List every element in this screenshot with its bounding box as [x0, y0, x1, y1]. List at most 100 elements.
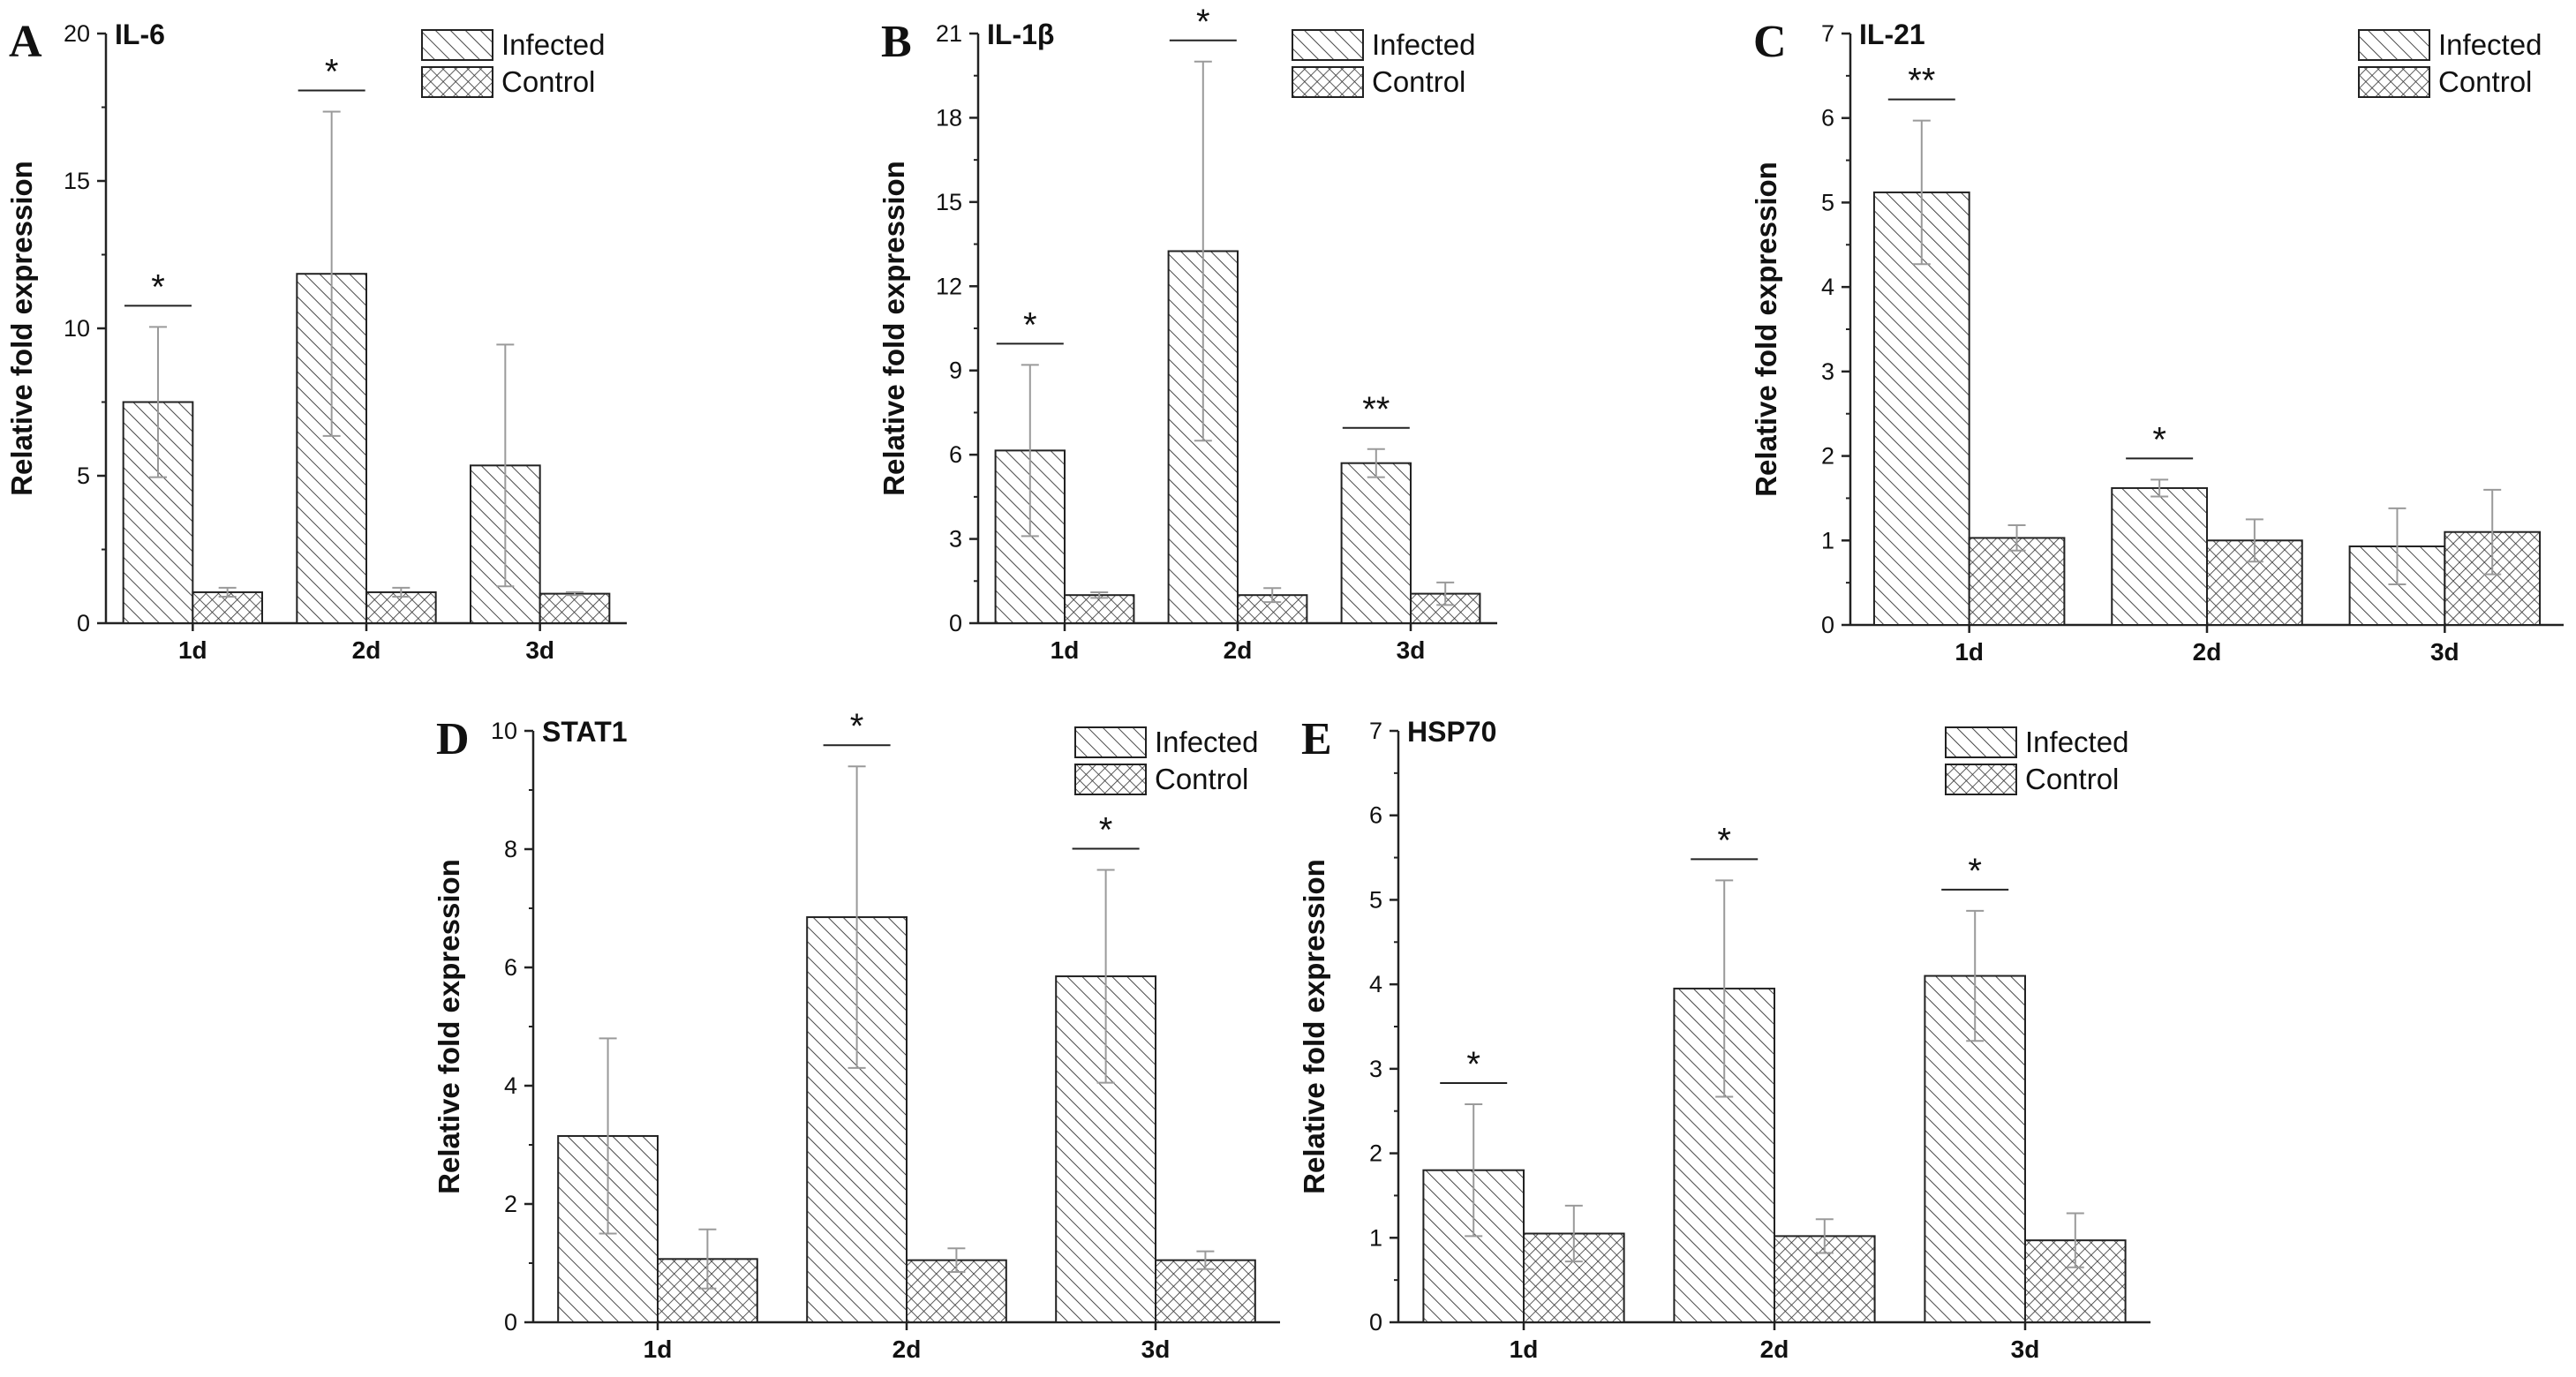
- y-axis-title: Relative fold expression: [1298, 859, 1330, 1194]
- y-tick-label: 0: [77, 610, 90, 636]
- bar-infected: [1340, 462, 1412, 625]
- y-tick-label: 5: [1821, 189, 1834, 215]
- panel-a: 0 5 10 15 20 Relative fold expression A IL-6 1d 2…: [5, 17, 627, 664]
- y-tick-label: 6: [1369, 802, 1382, 829]
- panel-letter: B: [881, 17, 912, 67]
- x-tick-label: 1d: [1510, 1336, 1539, 1363]
- panel-letter: E: [1301, 714, 1332, 764]
- significance-marker: *: [151, 267, 165, 306]
- significance-marker: **: [1908, 62, 1935, 101]
- legend-swatch-control: [421, 66, 493, 98]
- y-tick-label: 3: [1369, 1056, 1382, 1082]
- x-tick-label: 3d: [1141, 1336, 1171, 1363]
- y-tick-label: 6: [1821, 105, 1834, 132]
- y-tick-label: 2: [504, 1191, 517, 1217]
- y-tick-label: 0: [1821, 612, 1834, 638]
- y-axis-title: Relative fold expression: [5, 161, 38, 496]
- panel-c: 0 1 2 3 4 5 6 7 Relative fold expression C IL-21 1d…: [1750, 17, 2564, 666]
- panel-letter: C: [1753, 17, 1787, 67]
- y-tick-label: 8: [504, 836, 517, 862]
- legend-label: Control: [1372, 65, 1465, 98]
- bar-control: [1064, 594, 1135, 625]
- panel-title: STAT1: [542, 716, 628, 748]
- significance-marker: *: [1099, 810, 1113, 849]
- panel-letter: A: [9, 17, 42, 67]
- y-tick-label: 10: [491, 718, 517, 744]
- y-tick-label: 3: [1821, 358, 1834, 385]
- legend-label: Infected: [2025, 726, 2128, 758]
- x-tick-label: 2d: [1224, 636, 1253, 664]
- panel-d: 0 2 4 6 8 10 Relative fold expression D STAT1 1d 2…: [433, 707, 1280, 1363]
- y-tick-label: 7: [1821, 20, 1834, 47]
- x-tick-label: 2d: [1760, 1336, 1789, 1363]
- legend-label: Infected: [1372, 28, 1475, 61]
- x-tick-label: 1d: [1955, 638, 1984, 666]
- y-tick-label: 0: [504, 1309, 517, 1336]
- y-tick-label: 4: [1821, 274, 1834, 300]
- legend-swatch-infected: [1292, 29, 1364, 61]
- panel-letter: D: [436, 714, 470, 764]
- y-tick-label: 1: [1821, 527, 1834, 553]
- bar-control: [657, 1258, 758, 1324]
- legend-label: Control: [2025, 763, 2119, 795]
- panel-title: IL-6: [115, 19, 165, 50]
- y-tick-label: 10: [64, 315, 90, 342]
- y-tick-label: 20: [64, 20, 90, 47]
- legend-label: Control: [501, 65, 595, 98]
- y-tick-label: 6: [504, 954, 517, 981]
- legend-swatch-infected: [1945, 726, 2017, 758]
- significance-marker: *: [325, 53, 339, 92]
- legend-label: Infected: [1155, 726, 1258, 758]
- panel-title: HSP70: [1407, 716, 1496, 748]
- significance-marker: **: [1362, 390, 1390, 429]
- y-tick-label: 2: [1821, 443, 1834, 470]
- y-tick-label: 15: [64, 168, 90, 194]
- x-tick-label: 2d: [352, 636, 381, 664]
- y-tick-label: 18: [936, 104, 962, 131]
- bar-control: [1155, 1259, 1256, 1324]
- legend-label: Control: [1155, 763, 1248, 795]
- legend-label: Infected: [2438, 28, 2542, 61]
- y-tick-label: 5: [1369, 886, 1382, 913]
- y-tick-label: 3: [949, 526, 962, 553]
- significance-marker: *: [2152, 420, 2166, 459]
- y-tick-label: 7: [1369, 718, 1382, 744]
- y-axis-title: Relative fold expression: [1750, 162, 1782, 497]
- bar-control: [365, 591, 437, 624]
- y-tick-label: 5: [77, 463, 90, 489]
- y-tick-label: 0: [949, 610, 962, 636]
- panel-title: IL-1β: [987, 19, 1054, 50]
- x-tick-label: 3d: [525, 636, 554, 664]
- significance-marker: *: [1466, 1045, 1480, 1084]
- y-tick-label: 2: [1369, 1140, 1382, 1167]
- panel-e: 0 1 2 3 4 5 6 7 Relative fold expression E HSP70 1d…: [1298, 714, 2150, 1363]
- legend-swatch-infected: [1074, 726, 1147, 758]
- y-tick-label: 1: [1369, 1224, 1382, 1251]
- x-tick-label: 3d: [1397, 636, 1426, 664]
- bar-infected: [2111, 486, 2208, 627]
- legend-swatch-control: [1292, 66, 1364, 98]
- x-tick-label: 1d: [1051, 636, 1080, 664]
- y-tick-label: 4: [1369, 971, 1382, 997]
- significance-marker: *: [1968, 852, 1982, 891]
- legend-swatch-control: [1945, 764, 2017, 795]
- y-tick-label: 9: [949, 357, 962, 384]
- significance-marker: *: [1023, 305, 1037, 344]
- y-tick-label: 15: [936, 189, 962, 215]
- y-axis-title: Relative fold expression: [433, 859, 465, 1194]
- legend-label: Control: [2438, 65, 2532, 98]
- x-tick-label: 3d: [2011, 1336, 2040, 1363]
- x-tick-label: 1d: [178, 636, 207, 664]
- panel-b: 0 3 6 9 12 15 18 21 Relative fold expression B IL-…: [877, 3, 1497, 664]
- panel-title: IL-21: [1859, 19, 1925, 50]
- x-tick-label: 2d: [2193, 638, 2222, 666]
- y-tick-label: 12: [936, 273, 962, 299]
- x-tick-label: 2d: [893, 1336, 922, 1363]
- significance-marker: *: [1717, 821, 1731, 860]
- y-tick-label: 4: [504, 1072, 517, 1099]
- legend-label: Infected: [501, 28, 605, 61]
- bar-control: [539, 592, 611, 624]
- significance-marker: *: [1196, 3, 1210, 41]
- y-axis-title: Relative fold expression: [877, 161, 910, 496]
